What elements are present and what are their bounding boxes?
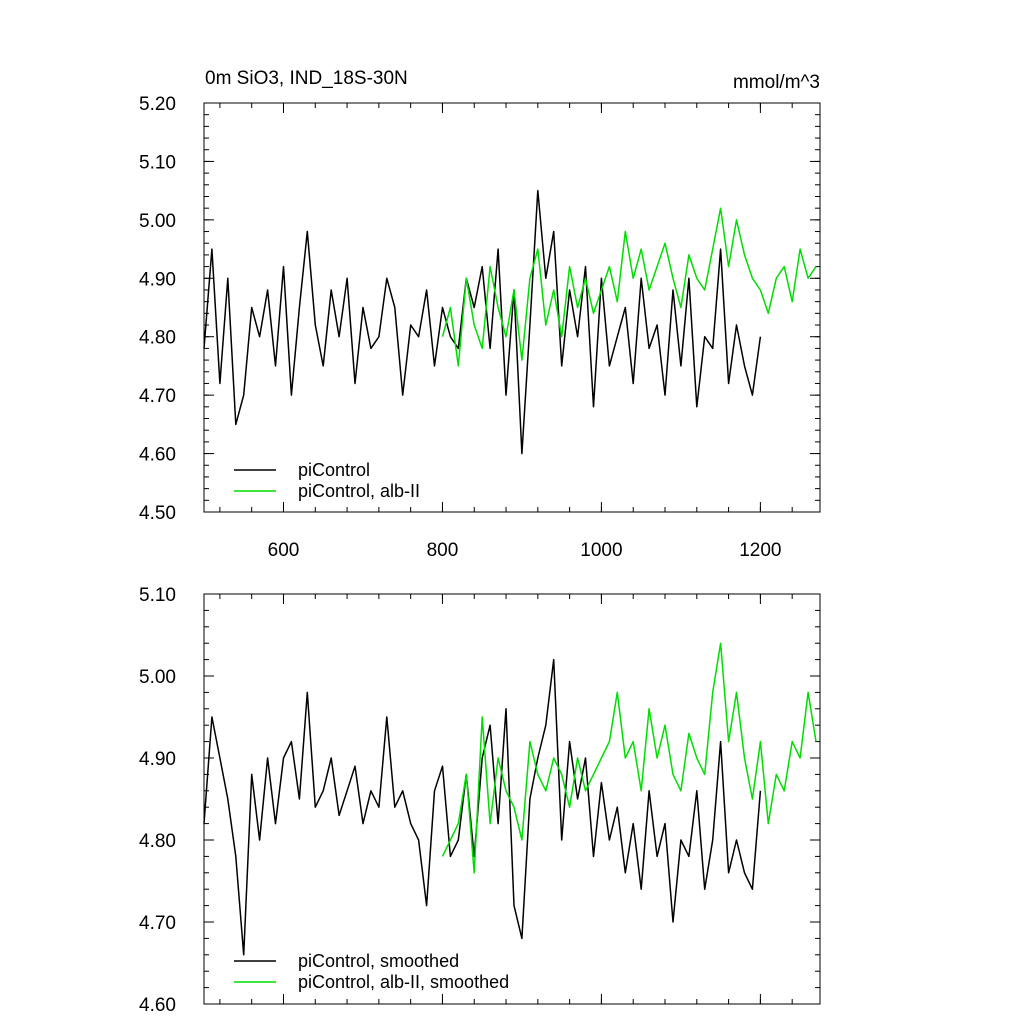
axis-ticks: 4.50 4.60 4.70 4.80 4.90 5.00 5.10 5.20 600 800 10… (139, 94, 820, 561)
series-group (203, 189, 817, 455)
y-tick-label: 4.80 (139, 831, 176, 852)
y-tick-label: 4.50 (139, 503, 176, 524)
chart-title: 0m SiO3, IND_18S-30N (205, 68, 408, 89)
y-tick-label: 5.00 (139, 211, 176, 232)
y-tick-label: 5.10 (139, 152, 176, 173)
axis-ticks: 4.60 4.70 4.80 4.90 5.00 5.10 (139, 585, 820, 1016)
y-tick-label: 4.80 (139, 328, 176, 349)
plot-frame (203, 593, 821, 1005)
x-tick-label: 1200 (739, 540, 781, 561)
y-tick-label: 4.70 (139, 386, 176, 407)
y-tick-label: 4.90 (139, 269, 176, 290)
y-tick-label: 5.20 (139, 94, 176, 115)
y-tick-label: 5.10 (139, 585, 176, 606)
x-tick-label: 600 (268, 540, 300, 561)
legend-label-0: piControl, smoothed (298, 951, 459, 971)
y-tick-label: 4.70 (139, 913, 176, 934)
y-tick-label: 4.90 (139, 749, 176, 770)
y-tick-label: 4.60 (139, 995, 176, 1016)
x-tick-label: 800 (427, 540, 459, 561)
series-line-1 (441, 642, 817, 874)
legend: piControl piControl, alb-II (234, 460, 420, 501)
bottom-panel: 4.60 4.70 4.80 4.90 5.00 5.10 piControl, smoo… (139, 585, 821, 1016)
y-tick-label: 5.00 (139, 667, 176, 688)
legend-label-1: piControl, alb-II (298, 481, 420, 501)
series-line-1 (441, 207, 817, 367)
plot-frame (203, 102, 821, 513)
y-tick-label: 4.60 (139, 445, 176, 466)
legend: piControl, smoothed piControl, alb-II, s… (234, 951, 509, 992)
series-group (203, 642, 817, 956)
series-line-0 (203, 189, 762, 455)
top-panel: 0m SiO3, IND_18S-30N mmol/m^3 4.504.604.… (139, 68, 821, 561)
legend-label-1: piControl, alb-II, smoothed (298, 972, 509, 992)
x-tick-label: 1000 (580, 540, 622, 561)
series-line-0 (203, 658, 762, 956)
legend-label-0: piControl (298, 460, 370, 480)
units-label: mmol/m^3 (733, 72, 820, 93)
